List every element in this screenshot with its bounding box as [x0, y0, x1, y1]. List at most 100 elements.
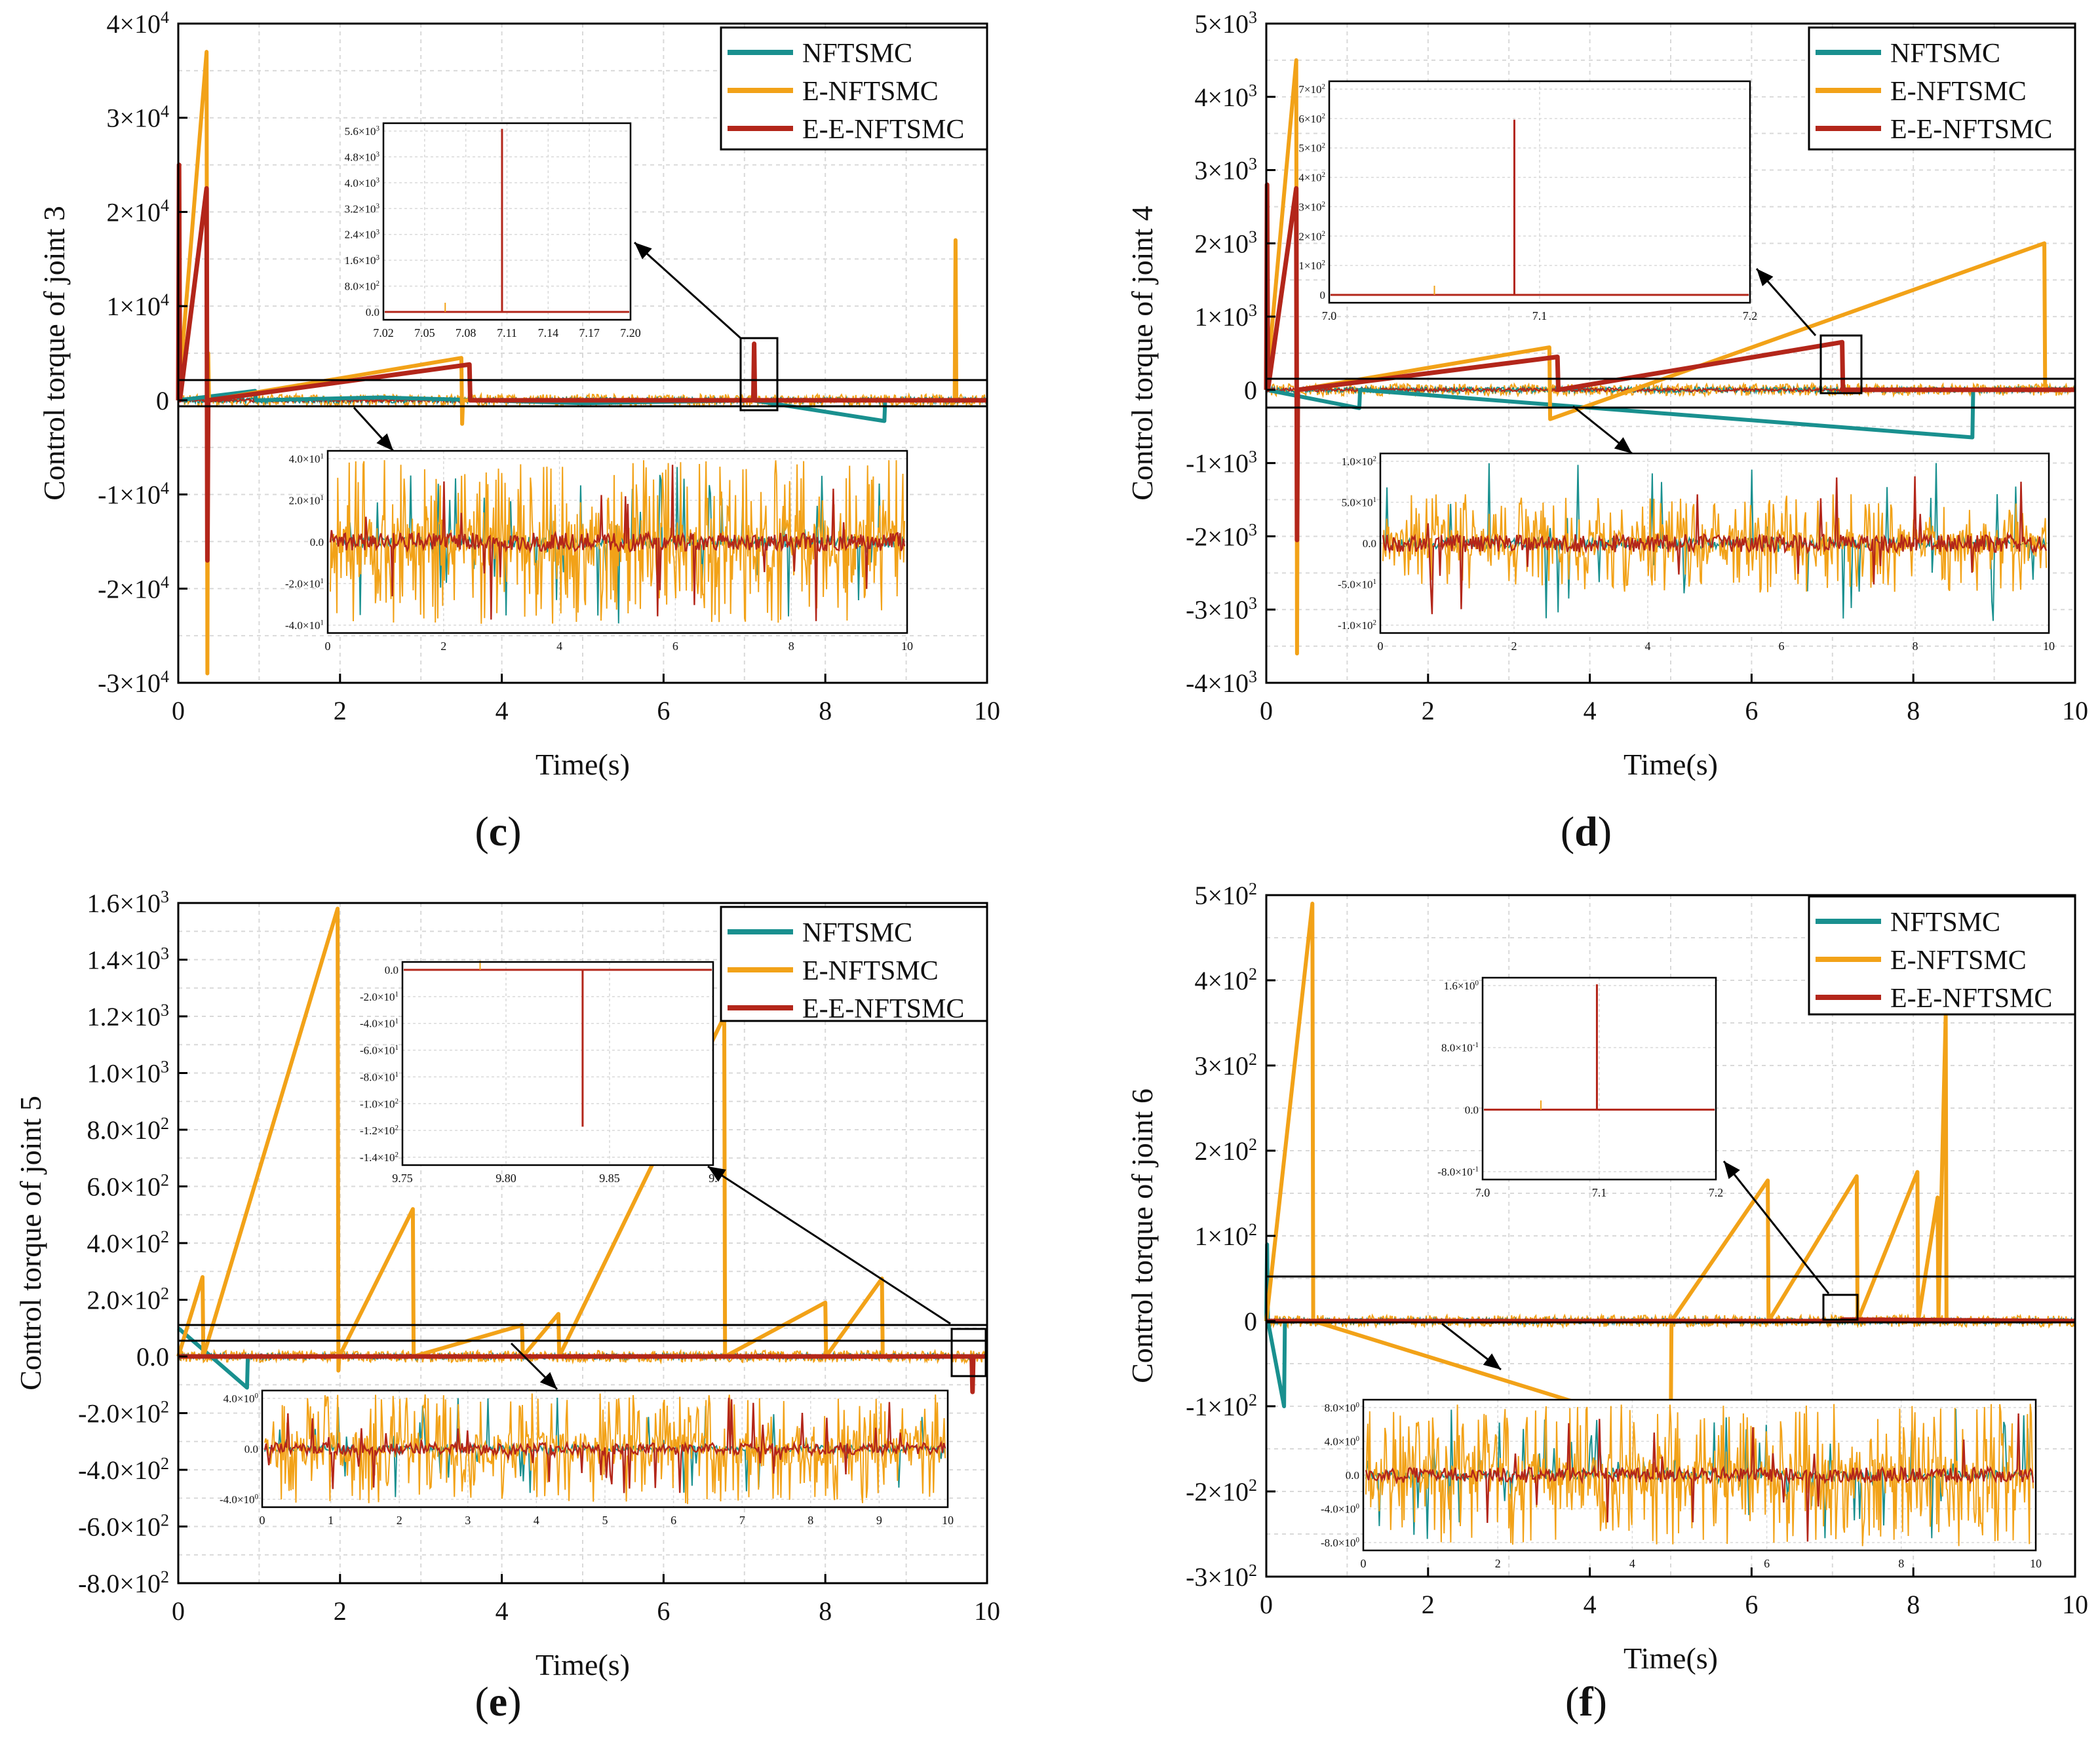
inset-y-tick-label: -5.0×101: [1338, 578, 1376, 590]
inset-y-tick-label: 0: [1320, 289, 1326, 301]
legend-label: E-NFTSMC: [1890, 946, 2027, 976]
inset-x-tick-label: 4: [534, 1514, 539, 1527]
inset-y-tick-label: -2.0×101: [360, 990, 399, 1003]
y-tick-label: 3×104: [106, 102, 169, 133]
legend-label: E-NFTSMC: [802, 77, 939, 107]
legend-label: NFTSMC: [802, 918, 912, 948]
inset-x-tick-label: 4: [556, 640, 562, 653]
y-tick-label: 1×102: [1194, 1220, 1257, 1251]
inset-y-tick-label: 7×102: [1298, 83, 1325, 96]
y-tick-label: 8.0×102: [87, 1114, 169, 1145]
inset-series-e-e-nftsmc: [263, 1398, 946, 1493]
y-tick-label: -1×102: [1186, 1391, 1257, 1421]
inset-x-tick-label: 7.20: [620, 326, 641, 339]
x-tick-label: 6: [1745, 1590, 1758, 1619]
inset-x-tick-label: 9: [876, 1514, 882, 1527]
inset-x-tick-label: 2: [1511, 640, 1517, 653]
inset-y-tick-label: -8.0×100: [1321, 1537, 1360, 1549]
y-tick-label: 1×104: [106, 290, 169, 321]
inset-frame: [326, 450, 908, 634]
x-tick-label: 8: [1907, 1590, 1920, 1619]
inset-frame: [401, 961, 714, 1166]
inset-x-tick-label: 7.2: [1743, 309, 1758, 322]
x-tick-label: 4: [496, 1596, 509, 1626]
y-tick-label: -1×104: [98, 478, 169, 509]
legend-label: E-E-NFTSMC: [1890, 115, 2052, 145]
inset-x-tick-label: 9.80: [496, 1172, 516, 1185]
legend-label: E-E-NFTSMC: [802, 994, 964, 1024]
arrow-head: [1614, 437, 1632, 453]
plot-frame: [177, 22, 988, 684]
series-line-e-e-nftsmc: [176, 163, 987, 563]
inset-y-tick-label: -1.4×102: [360, 1151, 399, 1164]
y-tick-label: 1×103: [1194, 301, 1257, 332]
inset-y-tick-label: -4.0×100: [220, 1493, 259, 1506]
y-tick-label: 6.0×102: [87, 1170, 169, 1201]
inset-frame: [1379, 452, 2050, 634]
x-tick-label: 2: [1422, 696, 1435, 725]
x-tick-label: 6: [657, 1596, 670, 1626]
y-tick-label: 4×103: [1194, 81, 1257, 112]
inset-x-tick-label: 10: [2030, 1557, 2042, 1570]
inset-y-tick-label: 5×102: [1298, 142, 1325, 154]
x-tick-label: 8: [819, 1596, 832, 1626]
y-tick-label: -2×103: [1186, 520, 1257, 551]
inset-y-tick-label: 1.6×100: [1444, 980, 1479, 992]
zoom-box: [739, 337, 779, 412]
inset-x-tick-label: 2: [440, 640, 446, 653]
inset-series-e-nftsmc: [1382, 494, 2047, 593]
inset-x-tick-label: 9.85: [599, 1172, 620, 1185]
inset-y-tick-label: 2.0×101: [289, 494, 324, 507]
x-tick-label: 4: [496, 696, 509, 725]
y-axis-label: Control torque of joint 5: [14, 1096, 47, 1391]
legend-label: E-E-NFTSMC: [1890, 984, 2052, 1014]
x-tick-label: 0: [1260, 1590, 1273, 1619]
inset-1: 7.02 7.05 7.08 7.11 7.14 7.17 7.20 0.0 8.0×102 1.…: [345, 122, 641, 339]
x-tick-label: 2: [1422, 1590, 1435, 1619]
inset-x-tick-label: 7.0: [1475, 1186, 1490, 1199]
legend-label: NFTSMC: [1890, 39, 2000, 69]
inset-x-tick-label: 3: [465, 1514, 471, 1527]
inset-x-tick-label: 8: [1898, 1557, 1904, 1570]
y-tick-label: 1.4×103: [87, 944, 169, 974]
inset-x-tick-label: 0: [325, 640, 331, 653]
series-noise-e-nftsmc: [178, 392, 988, 408]
y-tick-label: 1.2×103: [87, 1001, 169, 1031]
inset-y-tick-label: -1.2×102: [360, 1124, 399, 1137]
y-tick-label: 4.0×102: [87, 1227, 169, 1258]
chart-panel-4: 7.0 7.1 7.2 -8.0×10-1 0.0 8.0×10-1 1.6×100 0 2 4 6…: [1125, 879, 2088, 1725]
x-tick-label: 4: [1584, 696, 1597, 725]
inset-y-tick-label: 0.0: [366, 306, 379, 318]
inset-x-tick-label: 7.14: [538, 326, 559, 339]
y-tick-label: 3×102: [1194, 1050, 1257, 1081]
series-line-e-e-nftsmc: [1266, 1317, 2076, 1324]
panel-label: (e): [475, 1678, 521, 1725]
inset-frame: [1481, 976, 1717, 1181]
inset-y-tick-label: 3×102: [1298, 201, 1325, 213]
inset-frame: [261, 1389, 949, 1508]
inset-y-tick-label: -6.0×101: [360, 1044, 399, 1056]
inset-x-tick-label: 6: [672, 640, 678, 653]
y-tick-label: 1.0×103: [87, 1057, 169, 1088]
inset-y-tick-label: 1×102: [1298, 259, 1325, 272]
x-tick-label: 2: [334, 696, 347, 725]
x-tick-label: 6: [1745, 696, 1758, 725]
y-tick-label: 5×103: [1194, 8, 1257, 39]
legend-label: NFTSMC: [1890, 908, 2000, 938]
x-tick-label: 10: [2062, 1590, 2088, 1619]
inset-2: 0 2 4 6 8 10 -4.0×101 -2.0×101 0.0 2.0×101 4.0×101: [285, 450, 913, 653]
inset-y-tick-label: 5.6×103: [345, 125, 380, 138]
inset-y-tick-label: -1.0×102: [1338, 619, 1376, 632]
inset-x-tick-label: 7: [739, 1514, 745, 1527]
inset-x-tick-label: 4: [1645, 640, 1651, 653]
x-axis-label: Time(s): [1624, 1641, 1718, 1675]
arrow-head: [1724, 1161, 1740, 1180]
inset-x-tick-label: 7.0: [1322, 309, 1337, 322]
zoom-box: [1819, 334, 1863, 394]
legend-label: E-E-NFTSMC: [802, 115, 964, 145]
y-tick-label: 2.0×102: [87, 1284, 169, 1315]
y-tick-label: 2×103: [1194, 227, 1257, 258]
y-tick-label: -3×102: [1186, 1561, 1257, 1592]
zoom-arrow: [1722, 1161, 1830, 1294]
